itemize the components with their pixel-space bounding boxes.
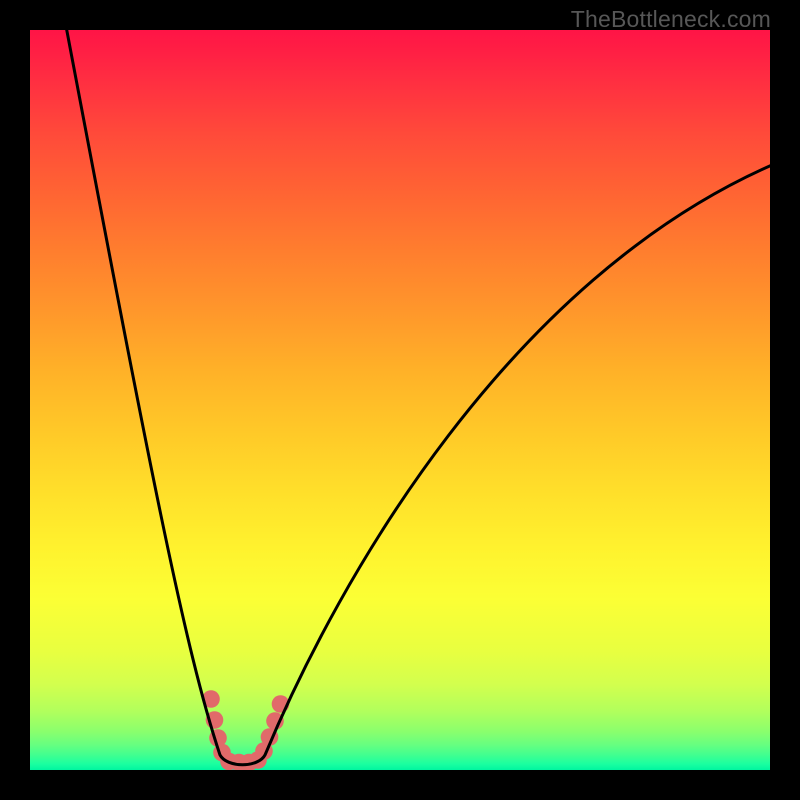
- plot-area: [30, 30, 770, 770]
- watermark-text: TheBottleneck.com: [571, 6, 771, 33]
- chart-container: TheBottleneck.com: [0, 0, 800, 800]
- v-curve-path: [62, 5, 772, 765]
- bottleneck-curve: [30, 30, 770, 770]
